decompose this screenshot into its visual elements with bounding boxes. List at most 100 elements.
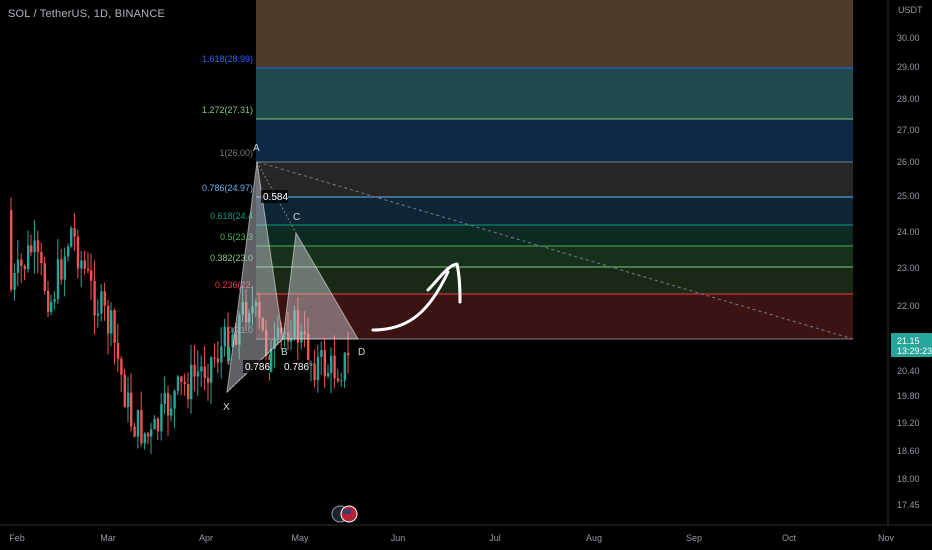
price-tick-label: 27.00: [897, 125, 920, 135]
candle-body: [27, 245, 30, 270]
harmonic-xb-line: [226, 338, 284, 393]
candle-body: [340, 380, 343, 382]
candle-body: [176, 376, 180, 391]
price-tick-label: 30.00: [897, 33, 920, 43]
harmonic-point-label: X: [223, 402, 230, 413]
candle-body: [207, 377, 210, 383]
price-tick-label: 18.60: [897, 446, 920, 456]
candle-body: [167, 393, 170, 416]
candle-body: [70, 228, 73, 247]
time-tick-label: Nov: [878, 533, 895, 543]
price-tick-label: 22.00: [897, 301, 920, 311]
candle-body: [43, 263, 46, 291]
candle-body: [320, 350, 323, 357]
harmonic-pattern-drawing[interactable]: X A B C D 0.584 0.786 0.786: [223, 143, 365, 413]
fib-level-label: 1.618(28.99): [202, 54, 253, 64]
candle-body: [273, 338, 276, 349]
candle-body: [303, 331, 306, 334]
time-tick-label: Jun: [391, 533, 406, 543]
candle-body: [343, 352, 346, 381]
harmonic-ratio-bg: [243, 360, 270, 373]
fib-level-label: 1(26.00): [219, 148, 253, 158]
candle-body: [23, 266, 26, 270]
candle-body: [56, 259, 60, 300]
candle-body: [238, 315, 241, 345]
candle-body: [40, 251, 43, 264]
time-tick-label: Mar: [100, 533, 116, 543]
time-tick-label: Oct: [782, 533, 797, 543]
price-tick-label: 26.00: [897, 157, 920, 167]
candle-body: [160, 403, 163, 432]
time-axis[interactable]: Feb Mar Apr May Jun Jul Aug Sep Oct Nov: [0, 524, 932, 543]
candle-body: [254, 301, 258, 306]
time-tick-label: Apr: [199, 533, 213, 543]
price-axis[interactable]: USDT 30.00 29.00 28.00 27.00 26.00 25.00 24.00 2…: [887, 0, 932, 525]
candle-body: [180, 376, 183, 382]
candle-body: [193, 364, 196, 377]
last-price-value: 21.15: [897, 336, 920, 346]
candle-body: [300, 331, 303, 343]
candle-body: [53, 299, 56, 302]
price-tick-label: 19.20: [897, 418, 920, 428]
candle-body: [231, 334, 234, 348]
price-tick-label: 20.40: [897, 366, 920, 376]
candle-body: [156, 418, 160, 432]
fib-level-label: 0.786(24.97): [202, 183, 253, 193]
candle-body: [196, 371, 200, 377]
candle-body: [30, 245, 33, 253]
candle-body: [310, 363, 313, 366]
candle-body: [60, 259, 63, 280]
candle-body: [123, 374, 126, 408]
candle-body: [143, 433, 146, 444]
harmonic-ratio-bg: [261, 190, 288, 203]
time-tick-label: Jul: [489, 533, 501, 543]
candle-body: [223, 326, 226, 347]
candle-body: [100, 291, 103, 314]
candle-body: [130, 392, 133, 427]
price-tick-label: 24.00: [897, 227, 920, 237]
candle-body: [245, 302, 248, 323]
candle-body: [200, 366, 203, 372]
candle-body: [261, 317, 264, 331]
candle-body: [63, 256, 66, 280]
candle-body: [110, 310, 113, 334]
candle-body: [251, 305, 254, 314]
candle-body: [153, 418, 156, 430]
fib-level-label: 0.618(24.4: [210, 211, 253, 221]
price-tick-label: 25.00: [897, 191, 920, 201]
fib-retracement-drawing[interactable]: 1.618(28.99) 1.272(27.31) 1(26.00) 0.786(24…: [202, 0, 854, 340]
harmonic-point-label: C: [293, 212, 300, 223]
candle-body: [16, 259, 20, 273]
candle-body: [258, 301, 261, 318]
candle-body: [13, 272, 16, 290]
candle-body: [213, 357, 216, 359]
fib-band: [256, 225, 853, 246]
candle-body: [293, 310, 296, 338]
fib-band: [256, 0, 853, 68]
candle-body: [133, 426, 136, 437]
candle-body: [33, 240, 36, 253]
harmonic-ratio-label: 0.786: [284, 362, 309, 373]
candle-body: [67, 246, 70, 257]
candle-body: [96, 313, 100, 316]
candle-body: [313, 363, 316, 381]
candle-body: [210, 357, 213, 383]
candle-body: [283, 332, 286, 334]
fib-band: [256, 162, 853, 197]
price-tick-label: 23.00: [897, 263, 920, 273]
harmonic-ratio-bg: [282, 360, 309, 373]
harmonic-ratio-label: 0.786: [245, 362, 270, 373]
candle-body: [140, 410, 143, 444]
time-tick-label: Aug: [586, 533, 602, 543]
candle-body: [10, 210, 13, 290]
news-flag-canton: [343, 509, 351, 514]
candle-body: [80, 260, 83, 269]
harmonic-ratio-label: 0.584: [263, 192, 288, 203]
arrow-head-icon: [426, 262, 462, 304]
price-tick-label: 19.80: [897, 391, 920, 401]
harmonic-bcd-triangle: [282, 231, 359, 340]
trend-dashed-line: [257, 161, 854, 340]
news-flag-icon[interactable]: [331, 505, 358, 523]
